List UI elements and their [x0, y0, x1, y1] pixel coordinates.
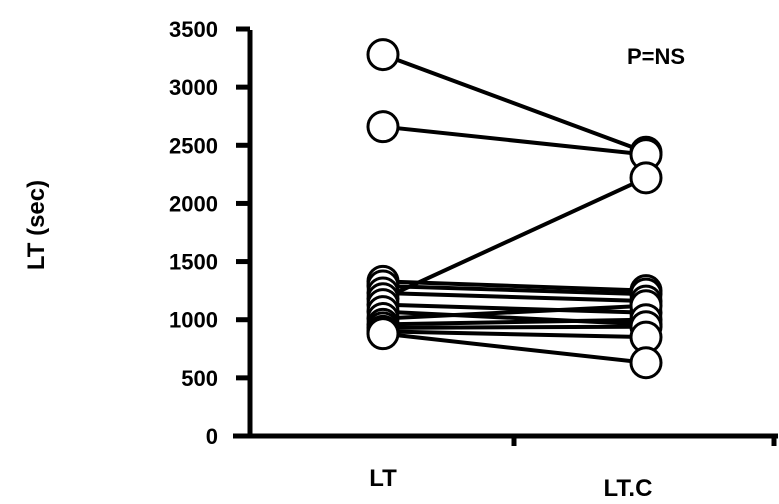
- series-line-6: [382, 176, 647, 301]
- data-point-6-ltc: [629, 161, 663, 195]
- series-line-7: [382, 302, 647, 315]
- data-point-13-lt: [366, 317, 400, 351]
- series-line-4: [382, 283, 647, 297]
- series-line-2: [382, 124, 647, 157]
- series-lines: [382, 52, 647, 365]
- series-line-3: [382, 279, 647, 293]
- data-point-13-ltc: [629, 346, 663, 380]
- y-tick-label: 1500: [169, 250, 218, 275]
- x-axis: [233, 433, 778, 446]
- series-line-10: [382, 317, 647, 327]
- x-category-label-lt: LT: [369, 465, 397, 492]
- data-point-1-lt: [366, 38, 400, 72]
- series-line-5: [382, 290, 647, 304]
- y-tick-label: 2500: [169, 133, 218, 158]
- y-tick-label: 3000: [169, 75, 218, 100]
- y-tick-label: 0: [206, 424, 218, 449]
- x-category-label-ltc: LT.C: [604, 475, 653, 502]
- series-line-12: [382, 329, 647, 340]
- series-line-1: [382, 52, 647, 155]
- y-tick-label: 500: [181, 366, 218, 391]
- y-tick-label: 1000: [169, 308, 218, 333]
- y-tick-label: 3500: [169, 17, 218, 42]
- series-line-13: [382, 331, 647, 365]
- series-line-9: [382, 303, 647, 321]
- series-points: [366, 38, 663, 380]
- data-point-2-lt: [366, 110, 400, 144]
- p-value-annotation: P=NS: [627, 44, 685, 69]
- y-tick-label: 2000: [169, 191, 218, 216]
- y-ticks: 0 500 1000 1500 2000 2500 3000 3500: [169, 17, 250, 449]
- series-line-11: [382, 324, 647, 330]
- y-axis-title: LT (sec): [23, 180, 50, 270]
